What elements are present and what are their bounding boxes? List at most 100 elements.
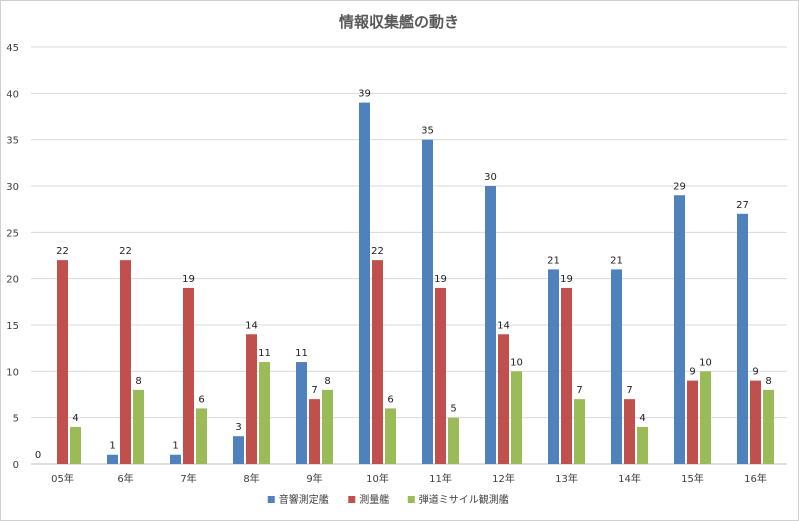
data-label: 10: [510, 357, 523, 368]
legend-label: 測量艦: [359, 493, 389, 506]
x-tick-label: 7年: [180, 472, 196, 485]
gridlines: [31, 46, 787, 465]
legend-label: 音響測定艦: [279, 493, 329, 506]
chart-title: 情報収集艦の動き: [339, 13, 459, 31]
bar: [133, 389, 144, 464]
bar: [561, 287, 572, 464]
data-label: 19: [434, 274, 447, 285]
x-tick-label: 16年: [744, 472, 767, 485]
x-tick-label: 14年: [618, 472, 641, 485]
y-tick-label: 35: [6, 136, 19, 147]
legend-swatch: [407, 496, 415, 503]
bar: [120, 260, 131, 464]
data-label: 39: [358, 89, 371, 100]
data-label: 14: [497, 320, 510, 331]
y-tick-label: 10: [6, 367, 19, 378]
data-label: 10: [699, 357, 712, 368]
x-tick-label: 15年: [681, 472, 704, 485]
y-tick-label: 25: [6, 228, 19, 239]
x-tick-label: 13年: [555, 472, 578, 485]
bar: [737, 213, 748, 464]
data-label: 21: [610, 255, 623, 266]
data-label: 35: [421, 126, 434, 137]
data-label: 8: [765, 376, 771, 387]
bar: [574, 399, 585, 464]
bar: [183, 287, 194, 464]
data-label: 22: [56, 246, 69, 257]
bar: [246, 334, 257, 464]
bar: [385, 408, 396, 464]
data-label: 27: [736, 200, 749, 211]
x-tick-label: 12年: [492, 472, 515, 485]
bar: [296, 362, 307, 464]
data-label: 4: [72, 413, 78, 424]
x-tick-label: 10年: [366, 472, 389, 485]
y-tick-label: 20: [6, 275, 19, 286]
data-label: 11: [258, 348, 271, 359]
data-label: 14: [245, 320, 258, 331]
bar: [624, 399, 635, 464]
y-tick-label: 15: [6, 321, 19, 332]
bar: [233, 436, 244, 464]
data-label: 19: [560, 274, 573, 285]
y-tick-label: 45: [6, 43, 19, 54]
bar: [448, 417, 459, 464]
data-label: 3: [235, 422, 241, 433]
bar: [498, 334, 509, 464]
data-label: 6: [198, 394, 204, 405]
bar: [763, 389, 774, 464]
bar: [674, 195, 685, 464]
bar: [511, 371, 522, 464]
legend-swatch: [267, 496, 275, 503]
bar: [687, 380, 698, 464]
bar: [637, 426, 648, 464]
bar: [259, 362, 270, 464]
data-label: 1: [172, 441, 178, 452]
bar: [359, 102, 370, 464]
legend-label: 弾道ミサイル観測艦: [419, 493, 509, 506]
bars: [57, 102, 774, 464]
bar: [435, 287, 446, 464]
data-label: 8: [324, 376, 330, 387]
bar: [309, 399, 320, 464]
data-label: 9: [689, 367, 695, 378]
y-tick-label: 5: [13, 414, 19, 425]
bar: [422, 139, 433, 464]
x-tick-label: 11年: [429, 472, 452, 485]
bar: [485, 186, 496, 464]
bar: [107, 454, 118, 464]
bar: [548, 269, 559, 464]
legend-swatch: [348, 496, 356, 503]
legend: 音響測定艦 測量艦 弾道ミサイル観測艦: [267, 493, 509, 506]
bar: [611, 269, 622, 464]
data-label: 11: [295, 348, 308, 359]
y-axis-tick-labels: 0 5 10 15 20 25 30 35 40 45: [6, 43, 19, 471]
data-label: 4: [639, 413, 645, 424]
data-label: 0: [35, 450, 41, 461]
y-tick-label: 40: [6, 89, 19, 100]
data-label: 9: [752, 367, 758, 378]
y-tick-label: 30: [6, 182, 19, 193]
bar: [170, 454, 181, 464]
data-label: 22: [371, 246, 384, 257]
data-label: 8: [135, 376, 141, 387]
data-label: 22: [119, 246, 132, 257]
data-label: 7: [311, 385, 317, 396]
bar: [372, 260, 383, 464]
data-label: 19: [182, 274, 195, 285]
x-tick-label: 8年: [243, 472, 259, 485]
bar: [57, 260, 68, 464]
data-label: 21: [547, 255, 560, 266]
bar: [196, 408, 207, 464]
bar: [750, 380, 761, 464]
x-axis-tick-labels: 05年 6年 7年 8年 9年 10年 11年 12年 13年 14年 15年 16年: [51, 472, 767, 485]
bar: [70, 426, 81, 464]
data-label: 30: [484, 172, 497, 183]
bar: [700, 371, 711, 464]
y-tick-label: 0: [13, 460, 19, 471]
data-label: 5: [450, 404, 456, 415]
x-tick-label: 9年: [306, 472, 322, 485]
